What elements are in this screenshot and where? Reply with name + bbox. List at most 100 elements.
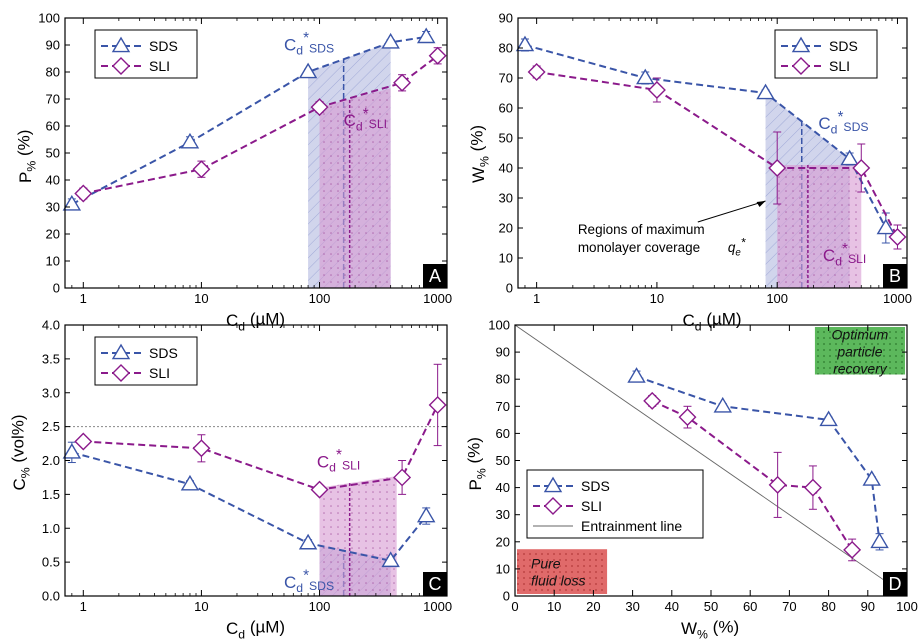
x-axis-label-base: W	[681, 619, 697, 638]
panel-letter: B	[889, 266, 901, 286]
x-axis-label: W% (%)	[681, 617, 739, 641]
box-label-1-1: fluid loss	[531, 573, 585, 589]
legend: SDS SLI Entrainment line	[526, 469, 704, 539]
panel-letter-bg	[423, 264, 447, 288]
y-tick-label: 50	[46, 146, 60, 161]
x-tick-label: 1	[80, 599, 87, 614]
point-sds	[381, 32, 400, 49]
point-sds	[713, 396, 732, 413]
point-sds	[381, 551, 400, 568]
y-tick-label: 4.0	[42, 318, 60, 333]
x-tick-label: 40	[665, 599, 679, 614]
cstar-label-sds-sub2: SDS	[309, 41, 334, 55]
annotation-line2-base: monolayer coverage	[578, 240, 700, 255]
cstar-label-sds-star: *	[303, 30, 309, 47]
point-sli	[74, 184, 93, 203]
annotation-q-base: q	[728, 240, 736, 255]
y-tick-label: 40	[46, 173, 60, 188]
x-axis-label-base: C	[226, 311, 238, 330]
point-sli	[852, 159, 871, 177]
cstar-label-sli-sub: d	[356, 119, 363, 133]
y-tick-label: 10	[46, 254, 60, 269]
legend: SDS SLI	[94, 336, 198, 386]
x-axis-label-rest: (%)	[708, 617, 739, 636]
point-sli	[428, 395, 447, 414]
panel-letter-bg	[883, 264, 907, 288]
panel-letter-bg	[883, 572, 907, 596]
panel-C: Cd*SDSCd*SLI0.00.51.01.52.02.53.03.54.01…	[8, 318, 452, 642]
region-sli	[319, 88, 391, 288]
cstar-label-sli-star: *	[842, 241, 848, 258]
cstar-label-sds-sub: d	[831, 122, 838, 136]
x-tick-label: 100	[896, 599, 918, 614]
y-tick-label: 2.0	[42, 453, 60, 468]
x-tick-label: 20	[586, 599, 600, 614]
cstar-label-sli-base: C	[344, 111, 356, 130]
x-tick-label: 0	[511, 599, 518, 614]
legend-label: SLI	[149, 365, 170, 381]
x-tick-label: 1000	[883, 291, 912, 306]
y-tick-label: 3.5	[42, 351, 60, 366]
cstar-label-sli-sub2: SLI	[342, 458, 360, 472]
box-label-0-0: Optimum	[832, 327, 889, 343]
point-sli	[74, 432, 93, 451]
legend-marker-sli	[792, 57, 810, 75]
y-tick-label: 0	[503, 589, 510, 604]
cstar-label-sli-sub2: SLI	[848, 252, 866, 266]
legend: SDS SLI	[774, 29, 878, 79]
x-axis-label-rest: (µM)	[245, 617, 285, 636]
point-sds	[862, 470, 881, 486]
y-tick-label: 70	[46, 92, 60, 107]
y-tick-label: 30	[46, 200, 60, 215]
x-axis-label-base: C	[226, 619, 238, 638]
y-tick-label: 0	[506, 281, 513, 296]
legend-marker-sds	[111, 343, 131, 360]
x-axis-label-sub: d	[238, 627, 245, 641]
legend-marker-sds	[791, 36, 811, 53]
annotation-line1: Regions of maximum	[578, 222, 705, 237]
y-tick-label: 90	[499, 11, 513, 26]
y-tick-label: 80	[46, 65, 60, 80]
panel-letter: A	[429, 266, 441, 286]
annotation-q-star: *	[741, 235, 747, 249]
y-axis-label-sub: %	[474, 468, 488, 479]
legend-box	[774, 29, 878, 79]
series-line-sds	[636, 375, 881, 542]
region-sli	[319, 476, 397, 596]
panel-letter-bg	[423, 572, 447, 596]
plot-frame	[517, 17, 908, 289]
point-sli	[310, 98, 329, 117]
y-axis-label-rest: (%)	[467, 125, 486, 156]
point-sli	[643, 391, 662, 410]
x-tick-label: 100	[309, 291, 331, 306]
y-axis-label-base: C	[10, 478, 29, 490]
cstar-label-sli: Cd*SLI	[317, 447, 360, 474]
cstar-label-sds-sub2: SDS	[309, 579, 334, 593]
legend-marker-sds	[111, 36, 131, 53]
point-sds	[416, 506, 436, 523]
point-sds	[416, 27, 436, 44]
y-tick-label: 20	[499, 221, 513, 236]
legend-box	[94, 336, 198, 386]
point-sli	[768, 475, 787, 494]
y-axis-label-rest: (vol%)	[8, 414, 27, 467]
point-sds	[840, 149, 859, 166]
legend-marker-sli	[544, 497, 562, 515]
y-tick-label: 70	[496, 399, 510, 414]
legend-label: SLI	[829, 58, 850, 74]
legend-label: SDS	[829, 38, 858, 54]
y-axis-label: P% (%)	[464, 437, 488, 490]
box-label-0-1: particle	[836, 344, 882, 360]
box-label-0-2: recovery	[833, 361, 888, 377]
point-sds	[180, 474, 200, 491]
cstar-label-sds-base: C	[284, 35, 296, 54]
y-tick-label: 40	[496, 480, 510, 495]
x-tick-label: 60	[743, 599, 757, 614]
region-sli	[777, 165, 862, 288]
point-sds	[298, 533, 318, 550]
cstar-label-sli-base: C	[317, 452, 329, 471]
cstar-label-sds: Cd*SDS	[284, 30, 334, 57]
y-axis-label-base: W	[469, 167, 488, 183]
